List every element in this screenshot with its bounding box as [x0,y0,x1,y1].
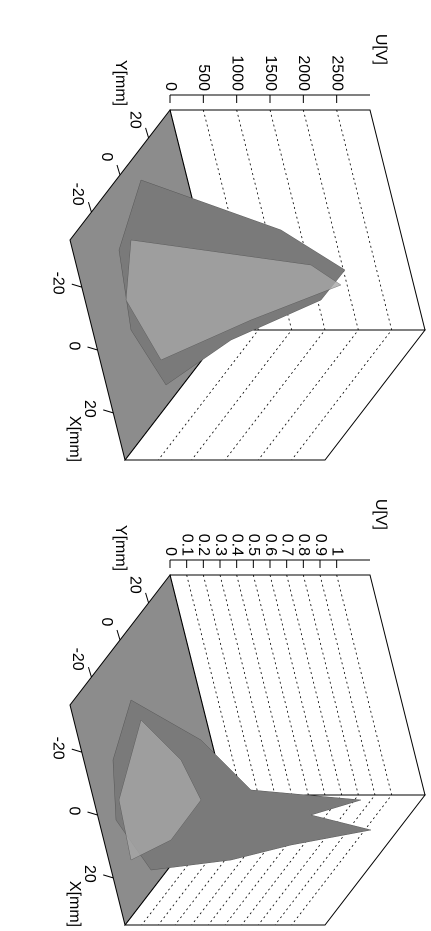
z-axis-label: U[V] [372,34,389,65]
z-tick-label: 0.2 [195,534,212,556]
y-tick [116,629,121,641]
z-tick-label: 1500 [262,55,279,91]
x-tick-label: 20 [81,865,98,883]
x-tick-label: -20 [50,272,67,295]
grid-line [158,109,259,461]
grid-line [224,574,326,926]
z-axis-label: U[V] [372,499,389,530]
x-tick-label: 0 [65,807,82,816]
x-axis-label: X[mm] [66,416,83,462]
x-tick [103,874,114,879]
x-tick [103,409,114,414]
y-tick [116,164,121,176]
grid-line [241,574,343,926]
y-tick-label: 0 [98,153,115,162]
x-tick [87,346,98,351]
y-tick-label: 0 [98,618,115,627]
x-axis-label: X[mm] [66,881,83,927]
x-tick-label: 20 [81,400,98,418]
z-tick-label: 0.6 [262,534,279,556]
y-axis-label: Y[mm] [112,525,129,571]
y-tick [87,666,92,678]
y-tick [145,127,150,139]
grid-line [258,574,359,926]
z-tick-label: 0.3 [212,534,229,556]
y-tick-label: 20 [126,111,143,129]
surface-mesh [118,719,202,861]
y-tick [145,592,150,604]
grid-line [274,574,376,926]
y-tick [87,201,92,213]
z-tick-label: 500 [195,64,212,91]
surface-plot: 0 0.1 0.2 0.3 0.4 0.5 0.6 0.7 0.8 0.9 1U[V]200-20Y… [50,499,427,927]
z-tick-label: 0.4 [228,534,245,556]
z-tick-label: 1000 [228,55,245,91]
z-tick-label: 0.7 [278,534,295,556]
y-axis-label: Y[mm] [112,60,129,106]
rotated-figure: 0 500 1000 1500 2000 2500U[V]200-20Y[mm]-2002… [50,34,427,927]
y-tick-label: -20 [69,648,86,671]
z-tick-label: 0.9 [312,534,329,556]
z-tick-label: 0.8 [295,534,312,556]
z-tick-label: 2000 [295,55,312,91]
x-tick [71,748,82,753]
z-tick-label: 2500 [328,55,345,91]
z-tick-label: 0 [162,82,179,91]
y-tick-label: 20 [126,576,143,594]
grid-line [224,109,326,461]
x-tick [87,811,98,816]
grid-line [191,109,293,461]
z-tick-label: 0 [162,547,179,556]
x-tick-label: -20 [50,737,67,760]
grid-line [258,109,359,461]
z-tick-label: 1 [328,547,345,556]
surface-mesh [125,239,342,361]
z-tick-label: 0.1 [178,534,195,556]
grid-line [291,109,393,461]
z-tick-label: 0.5 [245,534,262,556]
x-tick-label: 0 [65,342,82,351]
grid-line [291,574,393,926]
x-tick [71,283,82,288]
y-tick-label: -20 [69,183,86,206]
surface-plot: 0 500 1000 1500 2000 2500 U[V] 20 0 -20 Y[mm] -20 0 2… [50,34,427,462]
